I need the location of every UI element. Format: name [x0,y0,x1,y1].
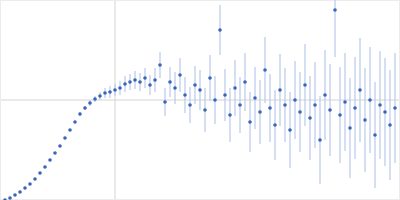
point [383,110,387,114]
point [103,91,107,95]
point [213,98,217,102]
point [248,120,252,124]
point [113,88,117,92]
point [293,98,297,102]
point [173,86,177,90]
point [313,103,317,107]
points [3,8,397,200]
point [343,100,347,104]
point [338,113,342,117]
point [208,76,212,80]
point [98,94,102,98]
point [138,80,142,84]
chart [0,0,400,200]
point [18,190,22,194]
point [118,86,122,90]
point [283,103,287,107]
point [78,112,82,116]
point [258,110,262,114]
point [53,151,57,155]
point [148,83,152,87]
point [153,78,157,82]
plot-frame [1,1,400,200]
point [368,98,372,102]
point [33,177,37,181]
point [223,93,227,97]
point [333,8,337,12]
plot-area [3,0,397,200]
point [393,106,397,110]
point [218,28,222,32]
point [108,90,112,94]
point [188,103,192,107]
point [73,120,77,124]
point [253,96,257,100]
point [268,106,272,110]
point [38,171,42,175]
point [8,196,12,200]
point [63,136,67,140]
point [353,106,357,110]
point [123,82,127,86]
point [48,158,52,162]
point [183,93,187,97]
point [298,110,302,114]
point [163,100,167,104]
point [358,88,362,92]
point [83,106,87,110]
point [193,83,197,87]
point [373,133,377,137]
point [168,80,172,84]
point [3,198,7,200]
point [273,123,277,127]
point [263,68,267,72]
point [328,108,332,112]
point [43,165,47,169]
point [288,128,292,132]
point [23,186,27,190]
point [143,76,147,80]
point [68,128,72,132]
point [93,97,97,101]
point [128,80,132,84]
point [303,83,307,87]
point [308,116,312,120]
point [198,88,202,92]
point [13,193,17,197]
error-bars [5,0,395,200]
point [378,103,382,107]
point [348,126,352,130]
point [388,123,392,127]
point [238,103,242,107]
point [88,101,92,105]
point [28,182,32,186]
point [318,138,322,142]
point [323,93,327,97]
point [233,86,237,90]
point [228,113,232,117]
point [363,118,367,122]
point [58,144,62,148]
point [178,73,182,77]
point [278,88,282,92]
point [133,78,137,82]
point [158,63,162,67]
point [203,108,207,112]
point [243,80,247,84]
